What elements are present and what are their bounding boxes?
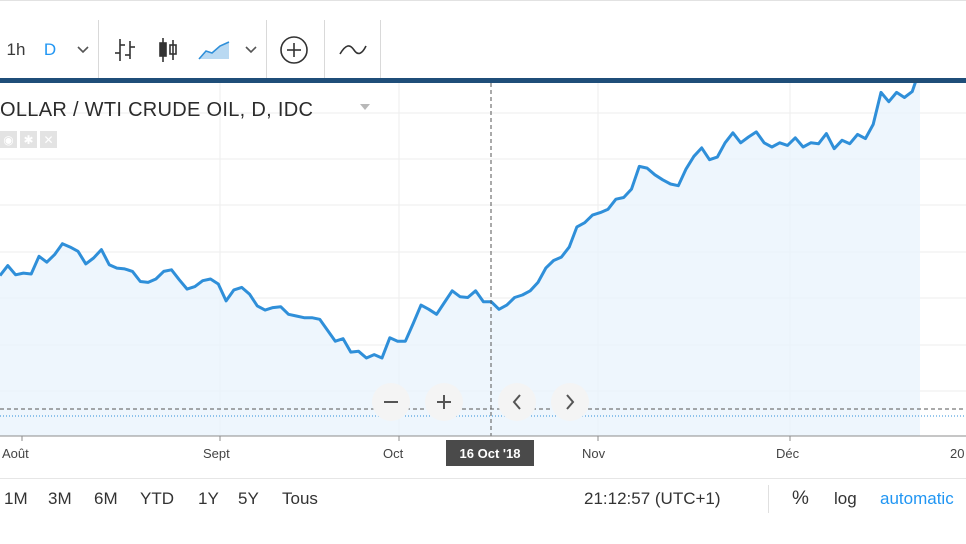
range-1m-button[interactable]: 1M	[4, 489, 28, 508]
settings-gear-icon[interactable]: ✱	[20, 131, 37, 148]
x-tick-label: Oct	[383, 446, 404, 461]
chevron-left-icon	[512, 394, 521, 410]
range-5y-button[interactable]: 5Y	[238, 489, 259, 508]
range-6m-button[interactable]: 6M	[94, 489, 118, 508]
interval-1h-button[interactable]: 1h	[6, 39, 26, 59]
price-line	[0, 68, 922, 360]
zoom-in-button[interactable]	[425, 383, 463, 421]
x-tick-label: Sept	[203, 446, 230, 461]
price-area-fill	[0, 68, 920, 437]
x-axis-ticks	[21, 436, 791, 441]
auto-scale-button[interactable]: automatic	[880, 489, 954, 508]
x-tick-label: Nov	[582, 446, 606, 461]
plus-icon	[437, 395, 451, 409]
chart-area[interactable]	[0, 68, 966, 473]
timezone-clock[interactable]: 21:12:57 (UTC+1)	[584, 489, 721, 508]
eye-icon[interactable]: ◉	[0, 131, 17, 148]
scroll-left-button[interactable]	[498, 383, 536, 421]
bottom-toolbar: 1M 3M 6M YTD 1Y 5Y Tous 21:12:57 (UTC+1)…	[0, 478, 966, 519]
toolbar-accent-border	[0, 78, 966, 83]
toolbar-divider	[380, 20, 381, 79]
range-3m-button[interactable]: 3M	[48, 489, 72, 508]
scroll-right-button[interactable]	[551, 383, 589, 421]
range-ytd-button[interactable]: YTD	[140, 489, 174, 508]
series-controls: ◉ ✱ ✕	[0, 131, 57, 148]
range-all-button[interactable]: Tous	[282, 489, 318, 508]
price-chart[interactable]	[0, 68, 966, 473]
bottom-divider	[768, 485, 769, 513]
minus-icon	[384, 401, 398, 403]
chart-toolbar: 1h D	[0, 20, 966, 79]
crosshair-date-label: 16 Oct '18	[446, 440, 534, 466]
area-chart-icon[interactable]	[194, 20, 234, 79]
compare-wave-icon[interactable]	[330, 20, 376, 79]
chevron-right-icon	[566, 394, 575, 410]
add-indicator-icon[interactable]	[274, 20, 314, 79]
chevron-down-icon[interactable]	[70, 20, 96, 79]
range-1y-button[interactable]: 1Y	[198, 489, 219, 508]
log-scale-button[interactable]: log	[834, 489, 857, 508]
toolbar-divider	[98, 20, 99, 79]
x-tick-label: Déc	[776, 446, 800, 461]
close-icon[interactable]: ✕	[40, 131, 57, 148]
candlestick-icon[interactable]	[150, 20, 186, 79]
x-tick-label: 20	[950, 446, 965, 461]
chart-title[interactable]: OLLAR / WTI CRUDE OIL, D, IDC	[0, 99, 314, 121]
percent-scale-button[interactable]: %	[792, 488, 809, 509]
interval-d-button[interactable]: D	[43, 39, 57, 59]
chevron-down-icon[interactable]	[238, 20, 264, 79]
x-tick-label: Août	[2, 446, 29, 461]
bar-chart-icon[interactable]	[108, 20, 142, 79]
title-caret-icon[interactable]	[360, 104, 370, 110]
toolbar-top-border	[0, 0, 966, 1]
toolbar-divider	[324, 20, 325, 79]
zoom-out-button[interactable]	[372, 383, 410, 421]
toolbar-divider	[266, 20, 267, 79]
